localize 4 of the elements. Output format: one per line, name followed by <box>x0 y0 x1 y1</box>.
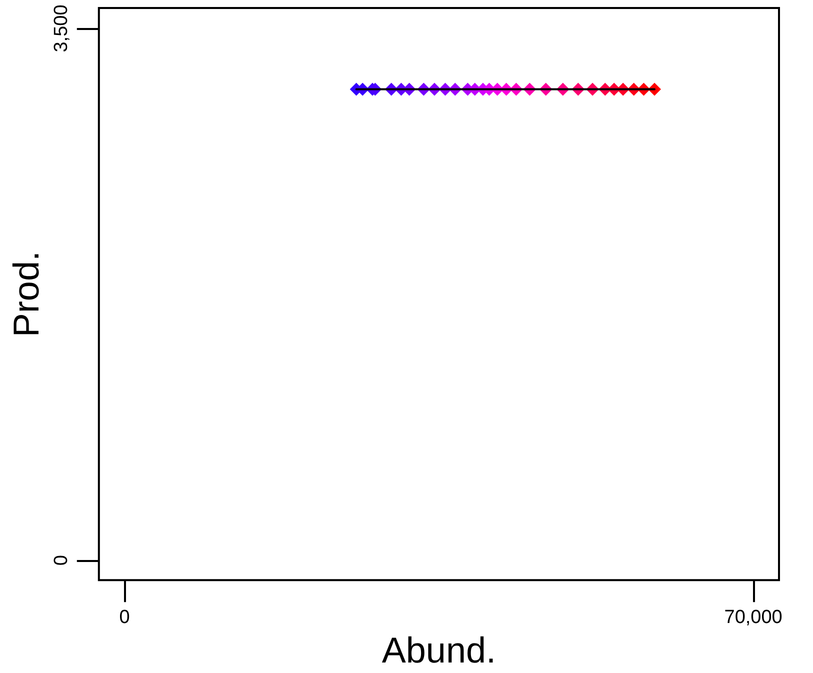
y-tick-label: 3,500 <box>50 4 72 52</box>
x-axis-title: Abund. <box>382 630 496 670</box>
y-axis-title: Prod. <box>6 251 46 338</box>
x-tick-label: 70,000 <box>724 607 782 628</box>
